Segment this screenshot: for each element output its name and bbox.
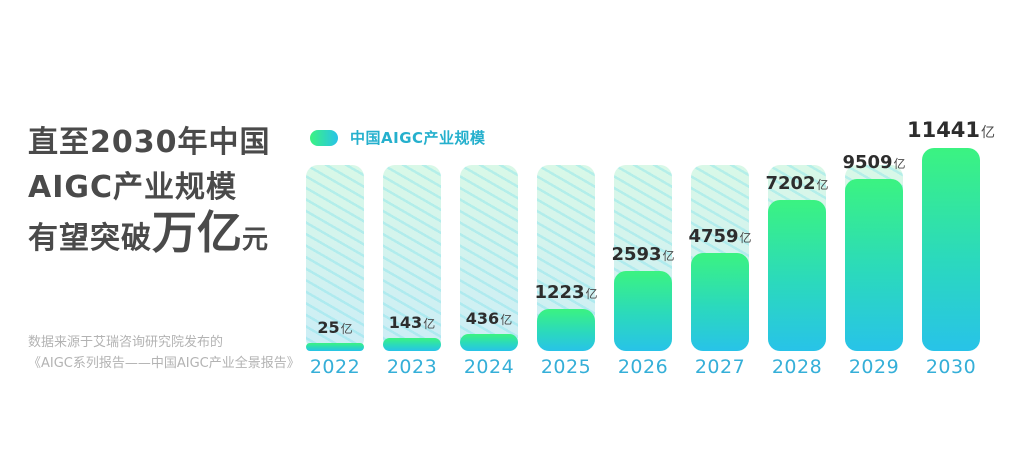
chart-column-2028: 7202亿 2028 xyxy=(765,165,829,378)
bar-2026 xyxy=(614,271,672,351)
year-label-2022: 2022 xyxy=(309,356,361,378)
chart-column-2022: 25亿 2022 xyxy=(306,165,364,378)
value-label-2022: 25亿 xyxy=(317,318,352,337)
value-label-2028: 7202亿 xyxy=(765,173,828,194)
chart-column-2024: 436亿 2024 xyxy=(460,165,518,378)
bar-chart: 25亿 2022 143亿 2023 436亿 2024 1223亿 2025 2593亿 202… xyxy=(306,118,995,378)
year-label-2028: 2028 xyxy=(771,356,823,378)
value-number: 25 xyxy=(317,318,340,337)
value-unit: 亿 xyxy=(585,287,598,301)
value-number: 2593 xyxy=(611,244,662,265)
year-label-2029: 2029 xyxy=(848,356,900,378)
value-number: 143 xyxy=(388,313,423,332)
chart-legend: 中国AIGC产业规模 xyxy=(310,127,486,148)
value-label-2024: 436亿 xyxy=(466,309,512,328)
value-label-2027: 4759亿 xyxy=(688,226,751,247)
value-unit: 亿 xyxy=(340,322,353,336)
year-label-2024: 2024 xyxy=(463,356,515,378)
chart-column-2025: 1223亿 2025 xyxy=(534,165,598,378)
value-number: 11441 xyxy=(906,118,981,142)
bar-2023 xyxy=(383,338,441,351)
bar-track-hatch xyxy=(306,165,364,351)
chart-column-2029: 9509亿 2029 xyxy=(842,152,905,378)
value-unit: 亿 xyxy=(500,313,513,327)
chart-column-2030: 11441亿 2030 xyxy=(907,118,995,378)
bar-2028 xyxy=(768,200,826,351)
headline-line1: 直至2030年中国 xyxy=(28,125,271,160)
value-label-2026: 2593亿 xyxy=(611,244,674,265)
value-unit: 亿 xyxy=(816,178,829,192)
source-line1: 数据来源于艾瑞咨询研究院发布的 xyxy=(28,335,224,350)
year-label-2026: 2026 xyxy=(617,356,669,378)
headline-line3-suffix: 元 xyxy=(242,225,270,255)
value-number: 9509 xyxy=(842,152,893,173)
value-number: 4759 xyxy=(688,226,739,247)
headline-line3-prefix: 有望突破 xyxy=(28,221,152,256)
value-label-2025: 1223亿 xyxy=(534,282,597,303)
source-line2: 《AIGC系列报告——中国AIGC产业全景报告》 xyxy=(28,356,300,371)
bar-2022 xyxy=(306,343,364,351)
chart-column-2027: 4759亿 2027 xyxy=(688,165,752,378)
bar-2030 xyxy=(922,148,980,351)
year-label-2023: 2023 xyxy=(386,356,438,378)
chart-column-2026: 2593亿 2026 xyxy=(611,165,675,378)
headline-line3: 有望突破万亿元 xyxy=(28,210,271,263)
bar-2024 xyxy=(460,334,518,351)
value-label-2030: 11441亿 xyxy=(907,118,995,142)
value-label-2029: 9509亿 xyxy=(842,152,905,173)
legend-label: 中国AIGC产业规模 xyxy=(350,129,486,147)
value-unit: 亿 xyxy=(423,317,436,331)
legend-swatch xyxy=(310,129,338,146)
bar-2025 xyxy=(537,309,595,351)
chart-column-2023: 143亿 2023 xyxy=(383,165,441,378)
year-label-2030: 2030 xyxy=(925,356,977,378)
value-unit: 亿 xyxy=(893,157,906,171)
bar-track-hatch xyxy=(383,165,441,351)
bar-2029 xyxy=(845,179,903,351)
data-source-note: 数据来源于艾瑞咨询研究院发布的 《AIGC系列报告——中国AIGC产业全景报告》 xyxy=(28,332,300,374)
year-label-2025: 2025 xyxy=(540,356,592,378)
headline: 直至2030年中国 AIGC产业规模 有望突破万亿元 xyxy=(28,120,271,263)
headline-highlight: 万亿 xyxy=(152,206,243,259)
value-number: 1223 xyxy=(534,282,585,303)
year-label-2027: 2027 xyxy=(694,356,746,378)
value-unit: 亿 xyxy=(662,249,675,263)
bar-2027 xyxy=(691,253,749,351)
value-number: 7202 xyxy=(765,173,816,194)
bar-track-hatch xyxy=(460,165,518,351)
value-label-2023: 143亿 xyxy=(389,313,435,332)
headline-line2: AIGC产业规模 xyxy=(28,170,238,205)
value-unit: 亿 xyxy=(739,231,752,245)
value-number: 436 xyxy=(465,309,500,328)
value-unit: 亿 xyxy=(981,125,996,141)
